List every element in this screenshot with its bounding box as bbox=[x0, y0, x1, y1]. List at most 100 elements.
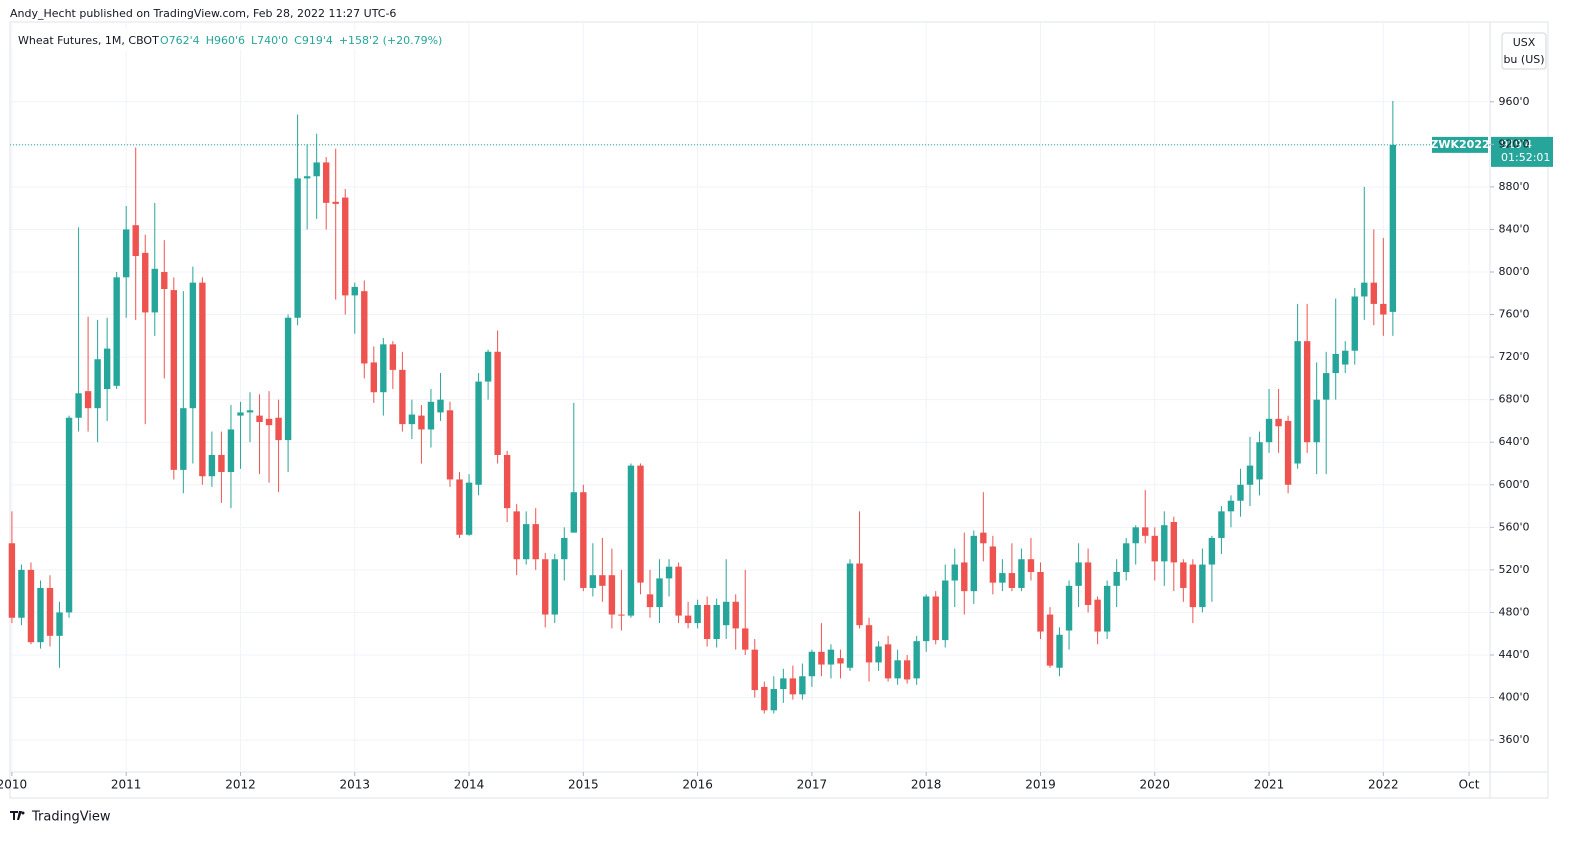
candle-body bbox=[522, 524, 530, 560]
y-tick-label: 360'0 bbox=[1498, 733, 1529, 746]
candle-body bbox=[780, 678, 787, 690]
unit-label: bu (US) bbox=[1503, 53, 1544, 66]
candle-body bbox=[980, 532, 987, 544]
candle-body bbox=[275, 417, 282, 441]
candle-body bbox=[1303, 341, 1311, 443]
candle-body bbox=[1256, 442, 1263, 480]
candle-body bbox=[799, 676, 806, 695]
x-tick-label: 2018 bbox=[911, 778, 942, 792]
candle-body bbox=[808, 651, 816, 677]
unit-button[interactable] bbox=[1501, 32, 1547, 70]
candle-body bbox=[1075, 562, 1082, 586]
candle-body bbox=[1046, 614, 1054, 666]
candle-body bbox=[618, 614, 625, 616]
candle-body bbox=[532, 524, 539, 560]
candle-body bbox=[294, 178, 301, 318]
y-tick-label: 440'0 bbox=[1498, 648, 1529, 661]
candle-body bbox=[494, 351, 501, 455]
candle-body bbox=[351, 286, 358, 296]
ohlc-value: H960'6 bbox=[206, 34, 245, 47]
candle-body bbox=[856, 563, 863, 626]
candle-body bbox=[218, 454, 225, 472]
candle-body bbox=[684, 615, 692, 624]
countdown-label: 01:52:01 bbox=[1501, 151, 1550, 164]
candle-body bbox=[961, 562, 968, 592]
candles bbox=[8, 100, 1397, 714]
candle-body bbox=[694, 604, 701, 624]
last-price-label: 919'4 bbox=[1501, 138, 1532, 151]
candle-body bbox=[46, 587, 54, 636]
candle-body bbox=[284, 317, 292, 441]
candle-body bbox=[342, 197, 349, 296]
candle-body bbox=[389, 344, 397, 370]
change-value: +158'2 (+20.79%) bbox=[339, 34, 442, 47]
ohlc-legend: O762'4 H960'6 L740'0 C919'4 +158'2 (+20.79%) bbox=[160, 34, 442, 47]
candle-body bbox=[1122, 543, 1130, 572]
y-tick-label: 840'0 bbox=[1498, 222, 1529, 235]
publisher-line: Andy_Hecht published on TradingView.com,… bbox=[10, 7, 396, 20]
candle-body bbox=[1065, 585, 1073, 631]
x-tick-label: 2019 bbox=[1025, 778, 1056, 792]
symbol-tag bbox=[1432, 136, 1488, 153]
candle-body bbox=[675, 566, 682, 616]
candle-body bbox=[227, 429, 235, 472]
candle-body bbox=[846, 563, 854, 668]
candle-body bbox=[1056, 634, 1063, 668]
candle-body bbox=[1332, 353, 1339, 374]
candle-body bbox=[1342, 350, 1349, 365]
candle-body bbox=[256, 415, 263, 422]
candle-body bbox=[570, 492, 578, 533]
candle-body bbox=[656, 578, 663, 608]
y-tick-label: 720'0 bbox=[1498, 350, 1529, 363]
y-tick-label: 480'0 bbox=[1498, 605, 1529, 618]
candle-body bbox=[580, 492, 587, 588]
candle-body bbox=[1361, 282, 1368, 297]
x-tick-label: 2010 bbox=[0, 778, 27, 792]
candle-body bbox=[113, 277, 120, 386]
candle-body bbox=[1389, 144, 1397, 312]
candle-body bbox=[608, 575, 616, 615]
candle-body bbox=[1380, 303, 1387, 315]
candle-body bbox=[646, 594, 654, 608]
candle-body bbox=[1189, 564, 1197, 608]
candle-body bbox=[170, 290, 178, 470]
candle-body bbox=[837, 658, 844, 664]
candle-body bbox=[446, 410, 454, 480]
y-tick-label: 600'0 bbox=[1498, 478, 1529, 491]
candle-body bbox=[265, 418, 273, 426]
candle-body bbox=[1370, 282, 1378, 304]
candle-body bbox=[246, 410, 254, 413]
x-tick-label: 2011 bbox=[111, 778, 142, 792]
candle-body bbox=[1094, 599, 1101, 632]
candle-body bbox=[1208, 537, 1216, 565]
candle-body bbox=[484, 351, 492, 382]
candle-body bbox=[8, 543, 16, 618]
candle-body bbox=[913, 641, 920, 679]
candle-body bbox=[408, 414, 416, 425]
x-tick-label: 2020 bbox=[1139, 778, 1170, 792]
candle-body bbox=[1103, 585, 1111, 632]
candle-body bbox=[1284, 420, 1292, 485]
candle-body bbox=[1218, 511, 1225, 538]
x-tick-label: 2022 bbox=[1368, 778, 1399, 792]
candle-body bbox=[1294, 341, 1301, 464]
candle-body bbox=[637, 465, 644, 583]
ohlc-value: O762'4 bbox=[160, 34, 200, 47]
candle-body bbox=[922, 596, 930, 642]
candle-body bbox=[942, 580, 949, 641]
y-tick-label: 400'0 bbox=[1498, 691, 1529, 704]
candle-body bbox=[132, 225, 139, 257]
y-tick-label: 960'0 bbox=[1498, 95, 1529, 108]
candle-body bbox=[189, 282, 197, 409]
candle-body bbox=[713, 604, 720, 640]
y-tick-label: 680'0 bbox=[1498, 393, 1529, 406]
candle-body bbox=[1237, 484, 1244, 501]
y-tick-label: 520'0 bbox=[1498, 563, 1529, 576]
x-tick-label: 2014 bbox=[454, 778, 485, 792]
candle-body bbox=[1084, 562, 1092, 605]
candle-body bbox=[37, 587, 44, 643]
brand-logo bbox=[10, 811, 25, 820]
